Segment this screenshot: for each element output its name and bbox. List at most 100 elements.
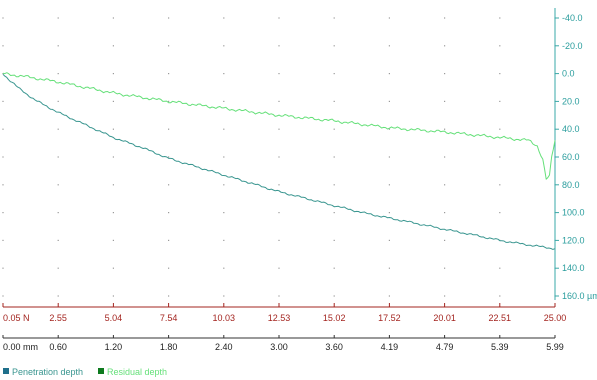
grid-dot (333, 17, 335, 19)
grid-dot (388, 156, 390, 158)
grid-dot (2, 212, 4, 214)
grid-dot (278, 212, 280, 214)
residual-depth-line (2, 72, 556, 180)
grid-dot (223, 239, 225, 241)
grid-dot (278, 239, 280, 241)
grid-dot (223, 295, 225, 297)
x-force-tick-label: 7.54 (160, 313, 178, 323)
grid-dot (388, 239, 390, 241)
grid-dot (57, 184, 59, 186)
grid-dot (112, 17, 114, 19)
x-force-tick-label: 15.02 (323, 313, 346, 323)
y-tick-label: -40.0 (562, 13, 583, 23)
grid-dot (2, 267, 4, 269)
x-displacement-tick-label: 2.40 (215, 342, 233, 352)
grid-dot (499, 156, 501, 158)
grid-dot (223, 128, 225, 130)
residual-depth-legend-label: Residual depth (107, 367, 167, 377)
axes (2, 8, 559, 339)
grid-dot (499, 100, 501, 102)
grid-dot (57, 295, 59, 297)
grid-dot (388, 212, 390, 214)
grid-dot (388, 184, 390, 186)
grid-dot (112, 45, 114, 47)
series (2, 72, 556, 250)
grid-dot (444, 295, 446, 297)
grid-dot (168, 128, 170, 130)
grid-dot (333, 267, 335, 269)
penetration-depth-legend-label: Penetration depth (12, 367, 83, 377)
grid-dot (168, 267, 170, 269)
grid-dot (333, 239, 335, 241)
grid-dot (2, 100, 4, 102)
x-force-tick-label: 0.05 N (3, 313, 30, 323)
grid-dot (444, 156, 446, 158)
x-displacement-tick-label: 5.39 (491, 342, 509, 352)
grid-dot (278, 184, 280, 186)
x-displacement-tick-label: 0.00 mm (3, 342, 38, 352)
penetration-depth-line (2, 73, 556, 250)
x-displacement-tick-label: 5.99 (546, 342, 564, 352)
grid-dot (278, 100, 280, 102)
grid-dot (333, 156, 335, 158)
grid-dot (499, 128, 501, 130)
y-tick-label: 20.0 (562, 96, 580, 106)
grid-dot (444, 73, 446, 75)
grid-dot (499, 295, 501, 297)
grid-dot (57, 128, 59, 130)
grid-dot (168, 156, 170, 158)
grid-dot (168, 17, 170, 19)
grid-dot (168, 184, 170, 186)
grid-dot (388, 295, 390, 297)
grid-dot (2, 128, 4, 130)
x-displacement-tick-label: 4.79 (436, 342, 454, 352)
grid-dot (57, 239, 59, 241)
grid-dot (388, 73, 390, 75)
grid-dot (278, 45, 280, 47)
grid-dot (223, 212, 225, 214)
penetration-depth-legend-swatch (3, 368, 9, 374)
residual-depth-legend-swatch (98, 368, 104, 374)
grid-dot (444, 239, 446, 241)
grid-dot (223, 45, 225, 47)
y-tick-label: 120.0 (562, 235, 585, 245)
grid-dot (112, 73, 114, 75)
grid-dot (333, 73, 335, 75)
grid-dot (278, 73, 280, 75)
y-tick-label: 80.0 (562, 180, 580, 190)
grid-dot (444, 128, 446, 130)
grid-dot (112, 128, 114, 130)
grid-dot (2, 239, 4, 241)
y-tick-label: 160.0 µm (562, 291, 597, 301)
grid-dot (388, 45, 390, 47)
grid-dot (388, 267, 390, 269)
grid-dot (112, 239, 114, 241)
grid-dot (499, 73, 501, 75)
grid-dot (333, 212, 335, 214)
grid-dot (444, 212, 446, 214)
grid-dot (444, 17, 446, 19)
x-force-tick-label: 20.01 (433, 313, 456, 323)
y-tick-labels: -40.0 -20.0 0.0 20.0 40.0 60.0 80.0 100.0 120.0 1… (562, 13, 597, 301)
grid-dot (223, 267, 225, 269)
grid-dot (499, 17, 501, 19)
y-tick-label: -20.0 (562, 41, 583, 51)
grid-dot (388, 128, 390, 130)
grid-dot (499, 184, 501, 186)
x-force-tick-label: 5.04 (105, 313, 123, 323)
grid-dot (168, 100, 170, 102)
grid-dot (499, 212, 501, 214)
grid-dot (278, 267, 280, 269)
grid-dot (333, 128, 335, 130)
grid-dot (223, 156, 225, 158)
grid-dot (333, 45, 335, 47)
grid-dot (112, 100, 114, 102)
x-displacement-tick-labels: 0.00 mm 0.60 1.20 1.80 2.40 3.00 3.60 4.19 4.79 5… (3, 342, 564, 352)
grid-dot (168, 45, 170, 47)
y-tick-label: 140.0 (562, 263, 585, 273)
x-displacement-tick-label: 4.19 (381, 342, 399, 352)
grid-dot (223, 73, 225, 75)
grid-dot (57, 212, 59, 214)
legend: Penetration depth Residual depth (3, 367, 167, 377)
